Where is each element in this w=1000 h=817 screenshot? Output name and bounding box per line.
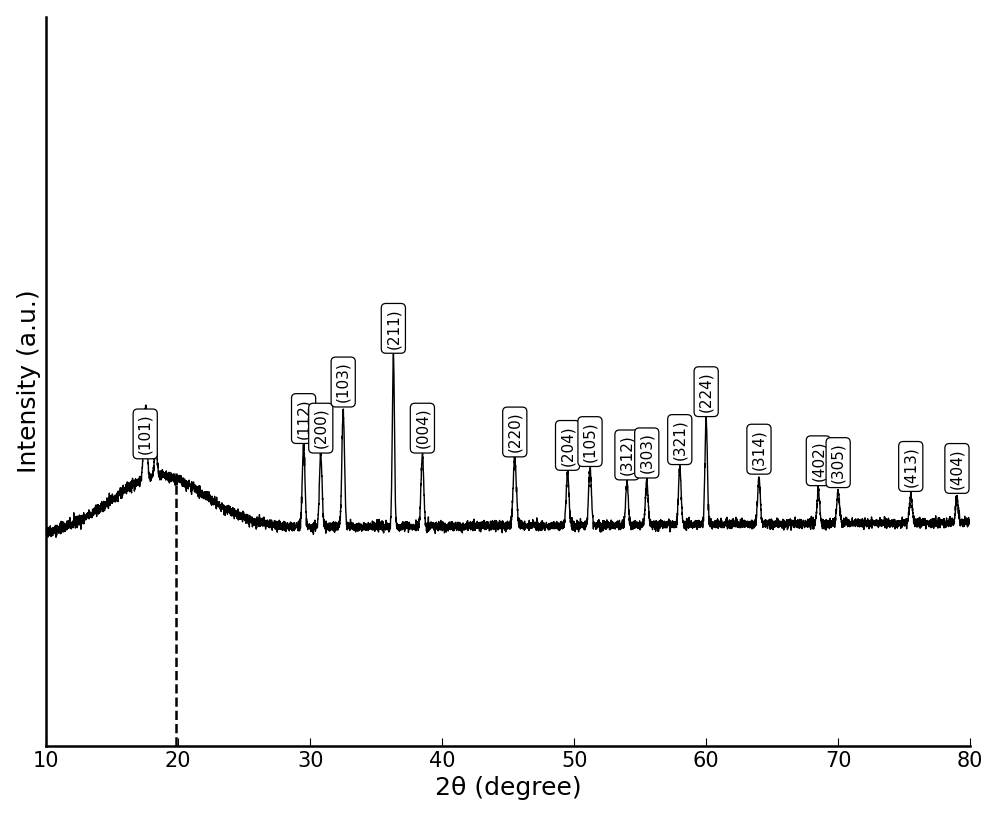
Y-axis label: Intensity (a.u.): Intensity (a.u.)	[17, 289, 41, 473]
Text: (220): (220)	[507, 412, 522, 453]
Text: (211): (211)	[386, 308, 401, 349]
Text: (103): (103)	[336, 362, 351, 403]
Text: (312): (312)	[619, 435, 634, 475]
Text: (305): (305)	[831, 442, 846, 483]
Text: (105): (105)	[583, 422, 598, 462]
Text: (200): (200)	[313, 408, 328, 449]
Text: (204): (204)	[560, 425, 575, 466]
Text: (004): (004)	[415, 408, 430, 449]
Text: (413): (413)	[903, 446, 918, 487]
Text: (112): (112)	[296, 398, 311, 439]
Text: (321): (321)	[672, 419, 687, 460]
Text: (224): (224)	[699, 372, 714, 412]
Text: (402): (402)	[811, 440, 826, 481]
X-axis label: 2θ (degree): 2θ (degree)	[435, 776, 581, 801]
Text: (303): (303)	[639, 432, 654, 473]
Text: (101): (101)	[138, 413, 153, 454]
Text: (404): (404)	[949, 449, 964, 489]
Text: (314): (314)	[751, 429, 766, 470]
